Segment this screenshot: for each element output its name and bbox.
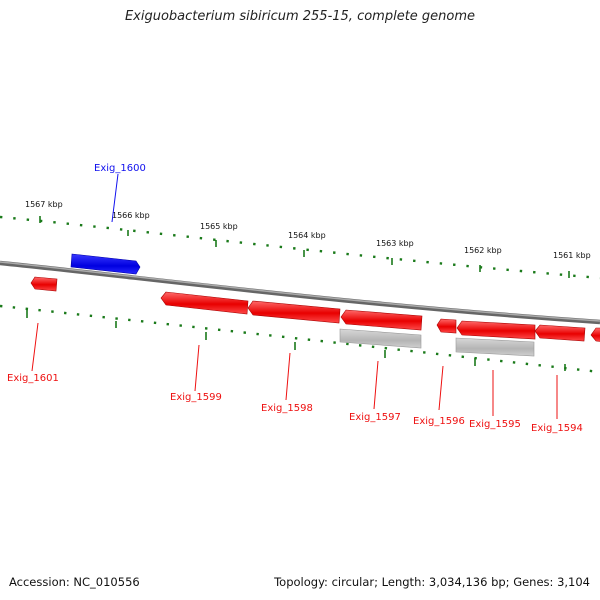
gene-exig-1597[interactable]: Exig_1597 [339,309,423,423]
gene-exig-1594[interactable]: Exig_1594 [531,324,586,434]
gene-label[interactable]: Exig_1597 [349,412,401,423]
gene-exig-1598[interactable]: Exig_1598 [247,300,341,414]
gene-exig-1596[interactable]: Exig_1596 [413,318,465,427]
gene-label[interactable]: Exig_1601 [7,373,59,384]
gene-label[interactable]: Exig_1596 [413,416,465,427]
genome-backbone-highlight [0,261,600,322]
gene-label-leader [111,173,119,223]
gene-label-leader [194,344,200,392]
gene-exig-1595[interactable]: Exig_1595 [455,320,536,430]
gene-label[interactable]: Exig_1599 [170,392,222,403]
scale-label: 1567 kbp [25,200,63,209]
gene-label[interactable]: Exig_1594 [531,423,583,434]
gene-label[interactable]: Exig_1600 [94,163,146,174]
gene-label-leader [438,365,444,411]
gene-exig-1599[interactable]: Exig_1599 [160,291,249,403]
gene-label[interactable]: Exig_1595 [469,419,521,430]
gene-exig-1601[interactable]: Exig_1601 [7,276,59,384]
gene-label-leader [285,352,291,401]
scale-label: 1565 kbp [200,222,238,231]
scale-label: 1561 kbp [553,251,591,260]
rna-feature[interactable] [339,328,422,349]
gene-arrow[interactable] [30,276,58,292]
gene-label-leader [373,360,379,410]
outer-scale-ring [0,215,600,280]
map-title: Exiguobacterium sibiricum 255-15, comple… [124,9,476,24]
gene-arrow[interactable] [436,318,457,334]
gene-arrow[interactable] [456,320,536,340]
accession-label: Accession: NC_010556 [9,575,140,589]
gene-arrow[interactable] [340,309,423,331]
scale-label: 1564 kbp [288,231,326,240]
gene-arrow[interactable] [247,300,341,324]
genome-summary-label: Topology: circular; Length: 3,034,136 bp… [274,575,590,589]
gene-label[interactable]: Exig_1598 [261,403,313,414]
gene-arrow[interactable] [160,291,249,315]
scale-label: 1562 kbp [464,246,502,255]
inner-scale-ring [0,304,600,374]
gene-label-leader [31,322,39,372]
outer-scale-ticks [39,216,570,278]
rna-feature[interactable] [455,337,535,357]
gene-arrow[interactable] [590,327,600,342]
scale-label: 1566 kbp [112,211,150,220]
genome-backbone [0,260,600,325]
gene-partial-right-edge[interactable] [590,327,600,342]
inner-scale-ticks [26,310,566,371]
scale-label: 1563 kbp [376,239,414,248]
gene-arrow[interactable] [534,324,586,342]
outer-scale-labels: 1567 kbp 1566 kbp 1565 kbp 1564 kbp 1563… [25,200,591,260]
gene-exig-1600[interactable]: Exig_1600 [70,163,146,275]
gene-arrow[interactable] [70,253,141,275]
